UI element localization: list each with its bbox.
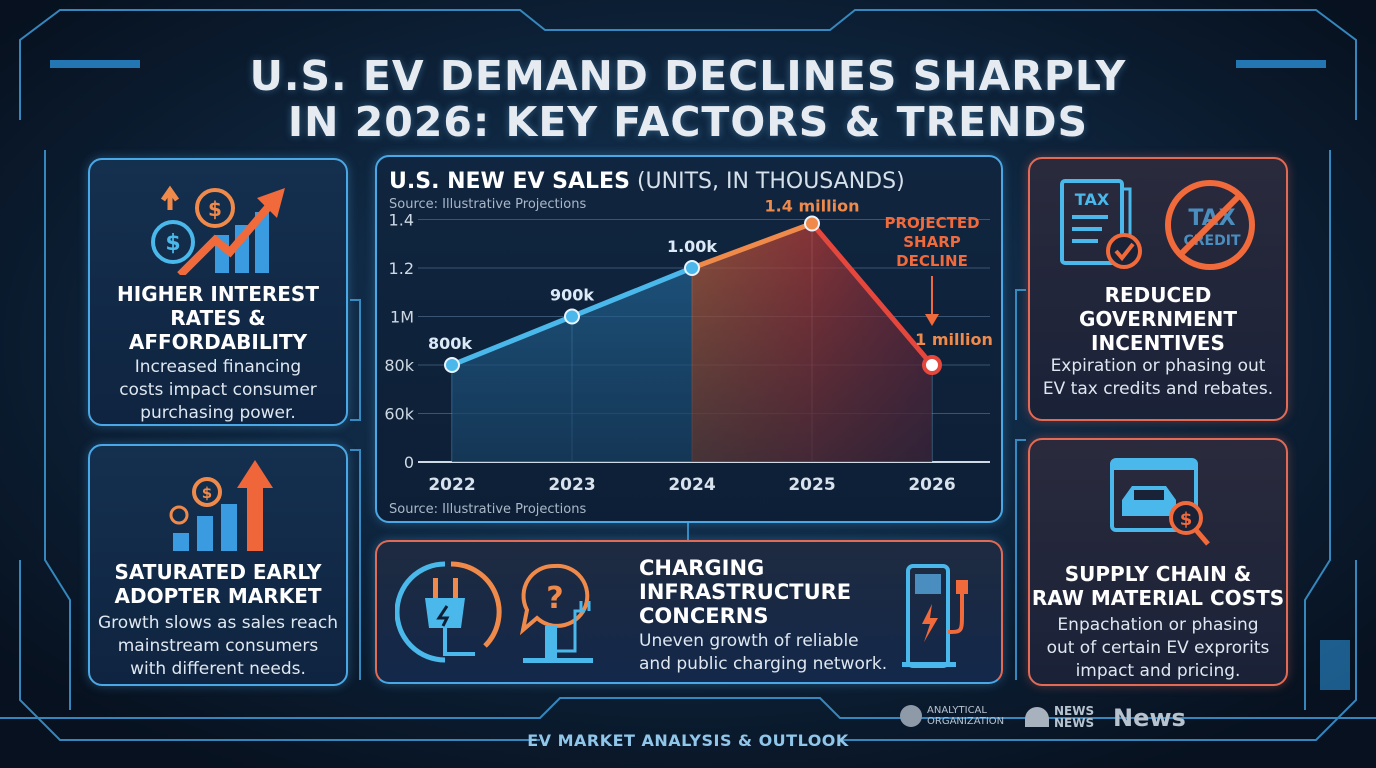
logo-news-peacock: NEWS NEWS — [1025, 705, 1094, 729]
card-supply-chain: $ SUPPLY CHAIN & RAW MATERIAL COSTS Enpac… — [1028, 438, 1288, 686]
series-line-segment — [449, 314, 575, 368]
data-label: 1.00k — [667, 237, 717, 256]
chart-title: U.S. NEW EV SALES (UNITS, IN THOUSANDS) — [389, 169, 905, 194]
card-text: Expiration or phasing out EV tax credits … — [1042, 356, 1274, 399]
area-shade — [452, 223, 932, 462]
peacock-icon — [1025, 707, 1049, 727]
data-label: 1 million — [915, 330, 993, 349]
card-text: Growth slows as sales reach mainstream co… — [97, 613, 339, 679]
x-tick-label: 2022 — [428, 475, 475, 495]
data-point — [564, 308, 580, 325]
card-title: SATURATED EARLY ADOPTER MARKET — [114, 560, 322, 608]
card-charging-infrastructure: ? CHARGING INFRASTRUCTURE CONCERNS Uneven … — [375, 540, 1003, 684]
footer-label: EV MARKET ANALYSIS & OUTLOOK — [527, 731, 849, 750]
y-tick-label: 1.4 — [389, 211, 414, 230]
data-point — [684, 260, 700, 276]
data-label: 800k — [428, 334, 472, 353]
svg-text:$: $ — [208, 197, 222, 221]
logo-news: News — [1113, 704, 1186, 732]
main-title-line2: IN 2026: KEY FACTORS & TRENDS — [287, 98, 1089, 146]
x-tick-label: 2026 — [908, 475, 955, 495]
globe-icon — [900, 705, 922, 727]
data-label: 1.4 million — [765, 197, 860, 216]
card-title: SUPPLY CHAIN & RAW MATERIAL COSTS — [1031, 562, 1285, 610]
chart-source-top: Source: Illustrative Projections — [389, 197, 587, 212]
charging-station-icon — [902, 564, 968, 668]
data-point — [804, 215, 820, 232]
logo-analytical-organization: ANALYTICAL ORGANIZATION — [900, 705, 1004, 727]
x-tick-label: 2023 — [548, 475, 595, 495]
chart-source-bottom: Source: Illustrative Projections — [389, 502, 587, 517]
svg-text:$: $ — [202, 484, 212, 502]
svg-text:$: $ — [165, 231, 180, 256]
series-line-segment — [569, 265, 695, 319]
annotation-text: PROJECTED — [884, 214, 979, 232]
card-higher-interest-rates: $ $ HIGHER INTEREST RATES & AFFORDABILITY … — [88, 158, 348, 426]
main-title-line1: U.S. EV DEMAND DECLINES SHARPLY — [249, 52, 1127, 100]
plug-charger-icon: ? — [395, 561, 593, 663]
y-tick-label: 1M — [390, 308, 414, 327]
rising-dollar-chart-icon: $ $ — [151, 185, 285, 275]
data-label: 900k — [550, 286, 594, 305]
annotation-arrowhead — [925, 314, 939, 326]
x-tick-label: 2024 — [668, 475, 715, 495]
svg-text:$: $ — [1180, 509, 1193, 530]
series-line-segment — [809, 221, 935, 368]
card-reduced-incentives: TAX TAX CREDIT REDUCED GOVERNMENT INCENTIV… — [1028, 157, 1288, 421]
annotation-text: DECLINE — [896, 252, 968, 270]
data-point — [922, 355, 942, 375]
card-title: REDUCED GOVERNMENT INCENTIVES — [1078, 283, 1238, 355]
series-line-segment — [689, 221, 815, 271]
card-title: HIGHER INTEREST RATES & AFFORDABILITY — [117, 282, 319, 354]
data-point — [444, 357, 460, 373]
y-tick-label: 60k — [384, 405, 414, 424]
svg-text:?: ? — [546, 581, 563, 616]
tax-credit-icon: TAX TAX CREDIT — [1060, 179, 1255, 270]
card-text: Increased financing costs impact consumer… — [119, 357, 317, 423]
bar-growth-arrow-icon: $ — [169, 460, 273, 551]
y-tick-label: 1.2 — [389, 259, 414, 278]
annotation-text: SHARP — [903, 233, 961, 251]
card-saturated-market: $ SATURATED EARLY ADOPTER MARKET Growth s… — [88, 444, 348, 686]
card-title: CHARGING INFRASTRUCTURE CONCERNS — [639, 556, 852, 628]
car-cost-search-icon: $ — [1110, 458, 1210, 546]
y-tick-label: 80k — [384, 356, 414, 375]
card-text: Uneven growth of reliable and public char… — [639, 631, 888, 674]
x-tick-label: 2025 — [788, 475, 835, 495]
svg-text:TAX: TAX — [1075, 190, 1110, 209]
card-text: Enpachation or phasing out of certain EV … — [1046, 615, 1270, 681]
y-tick-label: 0 — [404, 453, 414, 472]
